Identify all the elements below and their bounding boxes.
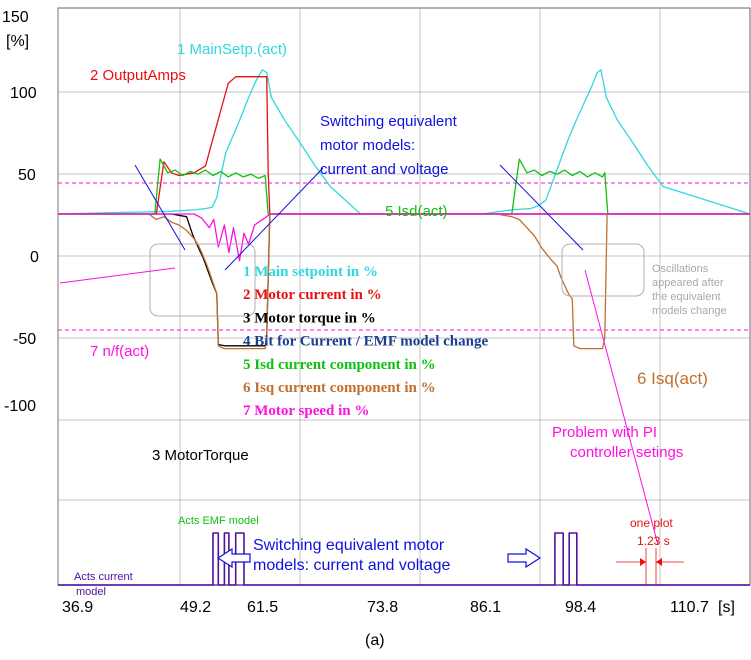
svg-text:motor models:: motor models:: [320, 137, 415, 154]
series-label-isd: 5 Isd(act): [385, 203, 448, 220]
y-tick-label: -100: [4, 398, 36, 415]
svg-text:Oscillations: Oscillations: [652, 263, 709, 275]
series-line-6: [58, 213, 750, 350]
series-line-4: [58, 532, 750, 586]
svg-text:the equivalent: the equivalent: [652, 291, 721, 303]
svg-text:models change: models change: [652, 305, 727, 317]
svg-text:1.23 s: 1.23 s: [637, 534, 670, 548]
acts-emf-label: Acts EMF model: [178, 515, 259, 527]
svg-text:Problem with PI: Problem with PI: [552, 424, 657, 441]
y-tick-label: 150: [2, 9, 29, 26]
y-grid: [58, 91, 750, 501]
series-line-2: [58, 76, 750, 215]
series-label-motor-torque: 3 MotorTorque: [152, 447, 249, 464]
legend-item: 4 Bit for Current / EMF model change: [243, 334, 488, 350]
legend: 1 Main setpoint in % 2 Motor current in %…: [243, 264, 488, 419]
highlight-box-left: [149, 243, 256, 317]
series-label-main-setp: 1 MainSetp.(act): [177, 41, 287, 58]
switching-annotation: Switching equivalent motor models: curre…: [320, 113, 458, 178]
highlight-box-right: [561, 243, 645, 297]
pi-problem-note: Problem with PI controller setings: [552, 424, 683, 461]
svg-text:appeared after: appeared after: [652, 277, 724, 289]
left-arrow-icon: [216, 547, 251, 569]
plot-frame: [57, 7, 751, 586]
series-label-output-amps: 2 OutputAmps: [90, 67, 186, 84]
svg-text:current and voltage: current and voltage: [320, 161, 448, 178]
x-tick-label: 61.5: [247, 599, 278, 616]
svg-text:Switching equivalent motor: Switching equivalent motor: [253, 537, 445, 554]
one-plot-marker: one plot 1.23 s: [616, 516, 684, 585]
x-tick-label: 49.2: [180, 599, 211, 616]
x-tick-label: 86.1: [470, 599, 501, 616]
series-line-7: [58, 213, 750, 262]
y-unit-label: [%]: [6, 33, 29, 50]
legend-item: 5 Isd current component in %: [243, 357, 436, 373]
legend-item: 6 Isq current component in %: [243, 380, 436, 396]
acts-current-label: Acts current: [74, 571, 133, 583]
series-label-nf: 7 n/f(act): [90, 343, 149, 360]
legend-item: 7 Motor speed in %: [243, 403, 369, 419]
x-tick-label: 36.9: [62, 599, 93, 616]
series-label-isq: 6 Isq(act): [637, 369, 708, 388]
figure-caption: (a): [365, 632, 385, 649]
svg-text:one plot: one plot: [630, 516, 673, 530]
y-tick-label: 100: [10, 85, 37, 102]
series-layer: [57, 69, 751, 586]
series-line-3: [58, 213, 750, 347]
acts-current-label-2: model: [76, 586, 106, 598]
y-tick-label: -50: [13, 331, 36, 348]
x-tick-label: 73.8: [367, 599, 398, 616]
x-tick-label: 110.7: [670, 599, 709, 616]
right-arrow-icon: [507, 547, 542, 569]
legend-item: 3 Motor torque in %: [243, 310, 376, 326]
lower-switching-annotation: Switching equivalent motor models: curre…: [253, 537, 451, 574]
y-tick-label: 0: [30, 249, 39, 266]
x-unit-label: [s]: [718, 599, 735, 616]
oscillations-note: Oscillations appeared after the equivale…: [652, 263, 727, 317]
svg-text:Switching equivalent: Switching equivalent: [320, 113, 458, 130]
x-tick-label: 98.4: [565, 599, 596, 616]
legend-item: 2 Motor current in %: [243, 287, 382, 303]
annotation-arrows: [59, 164, 659, 546]
svg-text:models: current and voltage: models: current and voltage: [253, 557, 451, 574]
y-tick-label: 50: [18, 167, 36, 184]
legend-item: 1 Main setpoint in %: [243, 264, 378, 280]
x-grid: [57, 8, 661, 585]
svg-text:controller setings: controller setings: [570, 444, 683, 461]
